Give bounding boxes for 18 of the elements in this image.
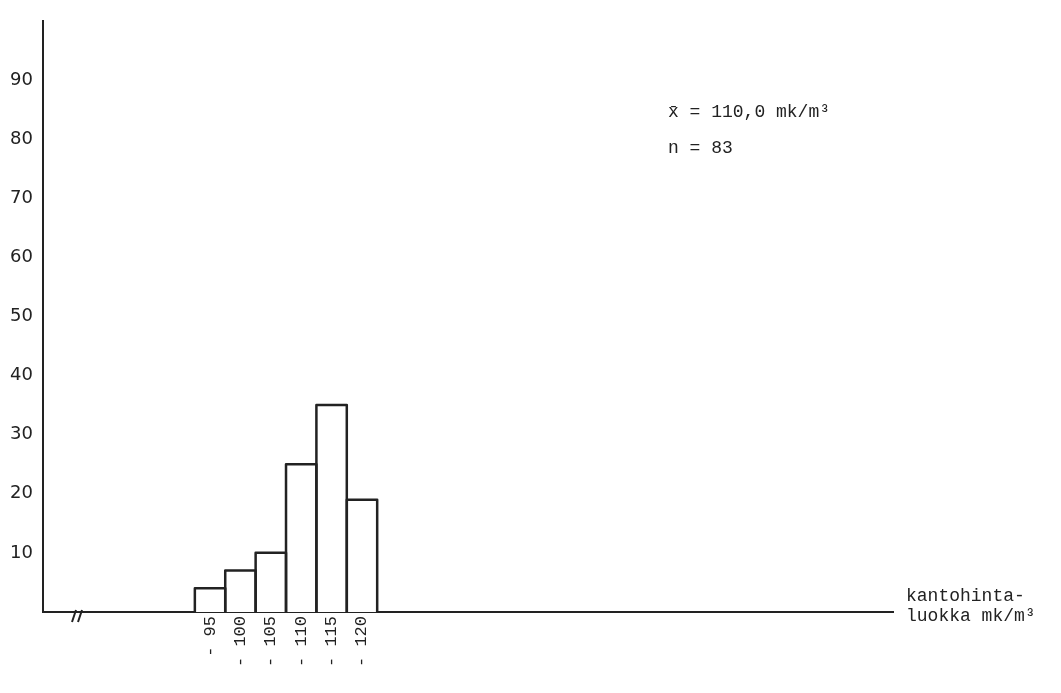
x-axis-title: kantohinta-luokka mk/m³: [906, 586, 1037, 626]
y-tick-label: 50: [10, 304, 33, 326]
annotation: x̄ = 110,0 mk/m³: [668, 101, 831, 124]
x-tick-label: - 115: [322, 615, 342, 668]
y-tick-label: 80: [10, 126, 33, 148]
y-tick-label: 60: [10, 244, 33, 266]
x-tick-label: - 120: [352, 615, 372, 668]
y-tick-label: 20: [10, 481, 33, 503]
x-tick-label: - 100: [230, 615, 250, 668]
y-tick-label: 70: [10, 185, 33, 207]
y-tick-label: 30: [10, 422, 33, 444]
y-tick-label: 40: [10, 363, 33, 385]
x-tick-label: - 110: [291, 615, 311, 668]
annotation: n = 83: [668, 137, 734, 160]
y-tick-label: 10: [10, 540, 33, 562]
x-tick-label: - 95: [200, 615, 220, 657]
x-tick-label: - 105: [261, 615, 281, 668]
y-tick-label: 90: [10, 67, 33, 89]
